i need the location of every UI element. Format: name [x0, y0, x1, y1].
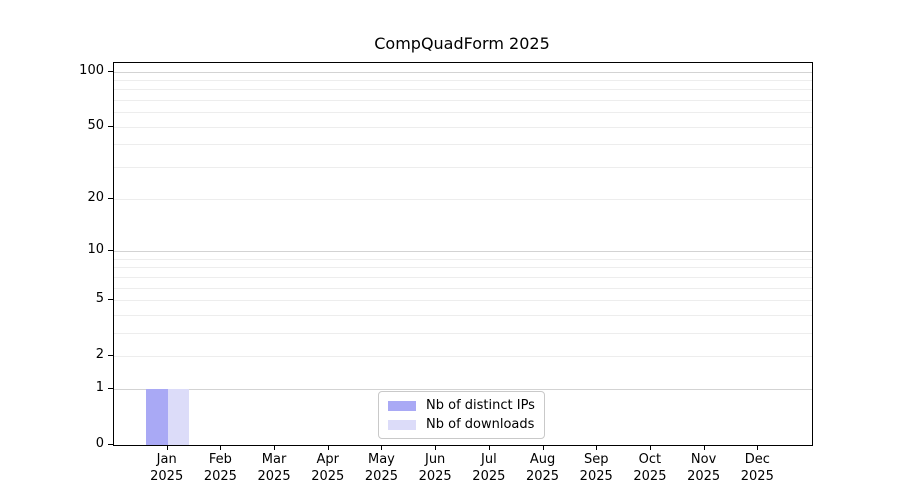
x-tick-label: Jan 2025: [137, 451, 197, 485]
chart-title: CompQuadForm 2025: [374, 34, 550, 53]
x-tick-year-label: 2025: [687, 469, 721, 484]
x-tick-year-label: 2025: [364, 469, 398, 484]
y-tick-label: 5: [95, 290, 104, 306]
legend-swatch-downloads-icon: [388, 419, 416, 430]
y-gridline: [114, 71, 812, 73]
bar-distinct-ips: [146, 388, 168, 445]
y-gridline: [114, 258, 812, 260]
x-tick-label: Oct 2025: [620, 451, 680, 485]
y-gridline: [114, 287, 812, 289]
x-tick-year-label: 2025: [525, 469, 560, 484]
x-tick-year-label: 2025: [418, 469, 452, 484]
legend: Nb of distinct IPs Nb of downloads: [378, 391, 545, 439]
y-gridline: [114, 332, 812, 334]
y-gridline: [114, 126, 812, 128]
bar-downloads: [167, 388, 190, 445]
legend-swatch-distinct-ips-icon: [388, 400, 416, 411]
y-tick-label: 50: [87, 117, 104, 133]
legend-label-distinct-ips: Nb of distinct IPs: [426, 398, 535, 413]
legend-item-downloads: Nb of downloads: [388, 417, 535, 432]
y-tick-label: 20: [87, 189, 104, 205]
y-gridline: [114, 388, 812, 390]
x-tick-label: Jul 2025: [459, 451, 519, 485]
x-tick-label: Dec 2025: [727, 451, 787, 485]
y-tick-label: 100: [79, 62, 104, 78]
y-gridline: [114, 299, 812, 301]
y-gridline: [114, 198, 812, 200]
y-gridline: [114, 144, 812, 146]
legend-label-downloads: Nb of downloads: [426, 417, 535, 432]
y-tick-label: 1: [95, 379, 104, 395]
x-tick-label: Jun 2025: [405, 451, 465, 485]
plot-area: [113, 62, 813, 446]
y-gridline: [114, 112, 812, 114]
y-tick-label: 0: [95, 436, 104, 451]
x-tick-year-label: 2025: [311, 469, 345, 484]
legend-item-distinct-ips: Nb of distinct IPs: [388, 398, 535, 413]
x-tick-year-label: 2025: [633, 469, 667, 484]
x-tick-label: May 2025: [351, 451, 411, 485]
y-gridline: [114, 356, 812, 358]
x-tick-year-label: 2025: [472, 469, 506, 484]
y-gridline: [114, 167, 812, 169]
y-gridline: [114, 79, 812, 81]
y-gridline: [114, 250, 812, 252]
y-gridline: [114, 276, 812, 278]
y-gridline: [114, 89, 812, 91]
x-tick-label: Apr 2025: [298, 451, 358, 485]
x-tick-year-label: 2025: [150, 469, 184, 484]
y-gridline: [114, 100, 812, 102]
y-gridline: [114, 267, 812, 269]
x-tick-label: Mar 2025: [244, 451, 304, 485]
y-tick-label: 2: [95, 347, 104, 363]
x-tick-label: Feb 2025: [190, 451, 250, 485]
x-tick-year-label: 2025: [740, 469, 774, 484]
x-tick-label: Aug 2025: [513, 451, 573, 485]
y-gridline: [114, 314, 812, 316]
x-tick-year-label: 2025: [257, 469, 291, 484]
x-tick-label: Nov 2025: [674, 451, 734, 485]
y-tick-label: 10: [87, 241, 104, 257]
x-tick-year-label: 2025: [579, 469, 613, 484]
x-tick-year-label: 2025: [203, 469, 237, 484]
x-tick-label: Sep 2025: [566, 451, 626, 485]
